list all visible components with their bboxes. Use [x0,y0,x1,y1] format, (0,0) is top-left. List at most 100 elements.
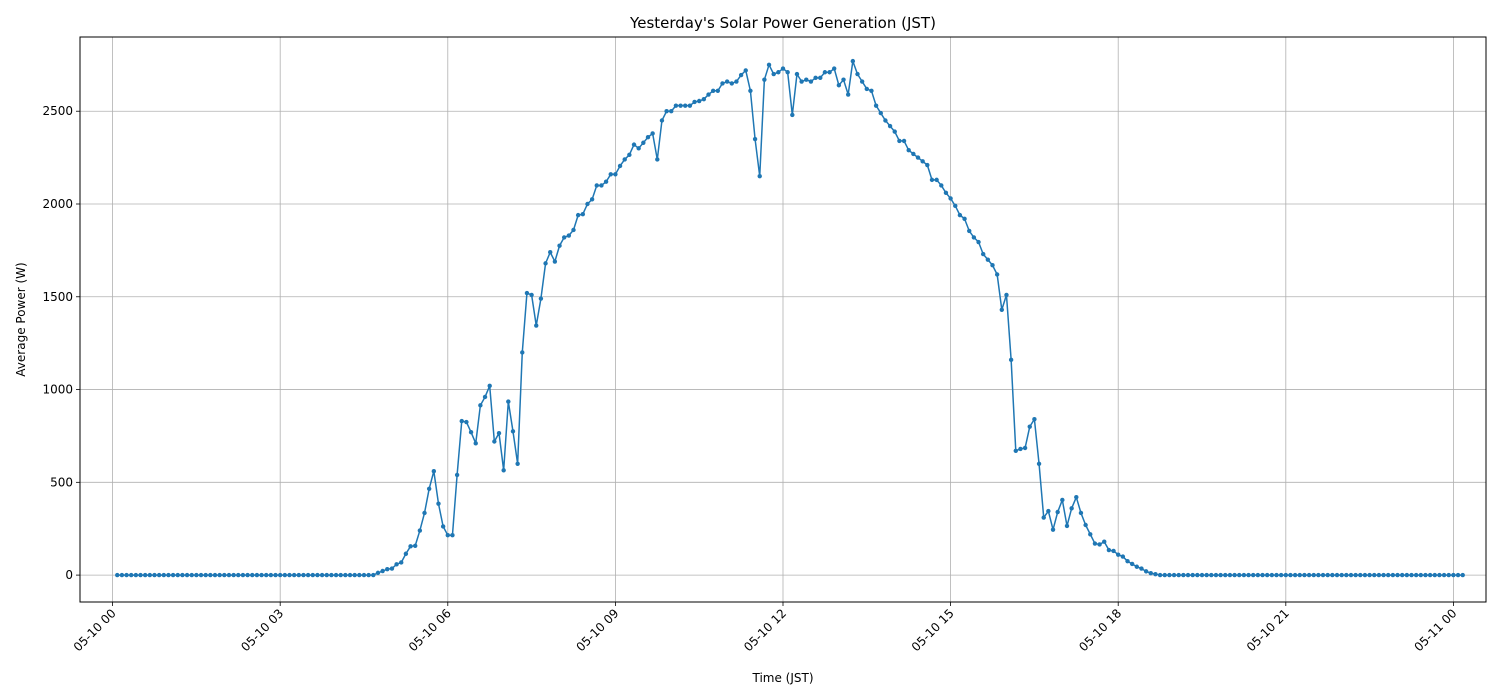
data-point [119,572,125,578]
data-point [1455,572,1461,578]
data-point [417,528,423,533]
data-point [352,572,357,578]
data-point [897,138,902,144]
data-point [436,501,441,506]
data-point [1437,572,1442,578]
data-point [980,251,986,257]
data-point [496,430,502,436]
data-point [1148,571,1153,576]
data-point [1176,572,1181,578]
data-point [971,235,977,240]
data-point [426,486,432,492]
data-point [520,350,525,355]
data-point [468,430,474,435]
data-point [1376,572,1382,578]
data-point [1181,572,1186,578]
data-point [1306,572,1312,578]
data-point [622,157,627,162]
data-point [203,572,208,578]
data-point [743,68,748,73]
data-point [259,572,264,578]
data-point [752,136,758,142]
data-point [589,197,595,202]
data-point [1199,572,1205,578]
data-point [953,203,958,209]
data-point [431,468,437,474]
data-point [357,572,362,578]
data-point [1171,572,1177,578]
data-point [1036,461,1042,466]
data-point [1297,572,1302,578]
y-tick-label: 1000 [42,383,73,397]
data-point [180,572,185,578]
data-point [510,429,516,434]
data-point [1227,572,1233,578]
data-point [585,201,590,207]
data-point [208,572,213,578]
data-point [1320,572,1326,578]
data-point [329,572,334,578]
data-point [1157,572,1163,578]
series-layer [115,58,1465,578]
data-point [1390,572,1396,578]
data-point [338,572,343,578]
data-point [1004,292,1009,298]
data-point [291,572,297,578]
data-point [1013,448,1018,453]
data-point [487,383,492,389]
data-point [678,103,683,108]
data-point [1418,572,1424,578]
data-point [1190,572,1195,578]
data-point [1185,572,1191,578]
y-tick-label: 2500 [42,104,73,118]
data-point [1278,572,1284,578]
data-point [794,71,800,77]
data-point [1167,572,1172,578]
data-point [566,233,572,238]
data-point [543,261,548,266]
data-point [1325,572,1330,578]
data-point [850,58,856,64]
data-point [1386,572,1391,578]
data-point [315,572,320,578]
data-point [194,572,199,578]
data-point [925,162,930,168]
data-point [1008,357,1014,363]
data-point [408,544,413,549]
data-point [422,510,427,516]
data-point [226,572,232,578]
data-point [385,566,390,572]
data-point [1204,572,1209,578]
data-point [859,79,865,84]
data-point [757,173,762,179]
data-point [724,79,730,84]
data-point [156,572,162,578]
data-point [613,172,618,177]
data-point [1311,572,1316,578]
data-point [1111,548,1116,554]
data-point [967,228,972,234]
data-point [799,79,804,84]
data-point [1050,527,1056,532]
data-point [1260,572,1265,578]
data-point [813,75,818,81]
data-point [170,572,176,578]
data-point [366,572,371,578]
data-point [887,123,893,129]
data-point [841,77,846,82]
data-point [380,568,385,574]
data-point [1027,424,1032,429]
data-point [575,212,581,218]
data-point [287,572,292,578]
data-point [1283,572,1289,578]
data-point [1237,572,1242,578]
data-point [873,103,879,108]
data-point [240,572,246,578]
data-point [189,572,194,578]
data-point [1339,572,1344,578]
data-point [1223,572,1228,578]
data-point [929,177,935,183]
data-point [142,572,148,578]
